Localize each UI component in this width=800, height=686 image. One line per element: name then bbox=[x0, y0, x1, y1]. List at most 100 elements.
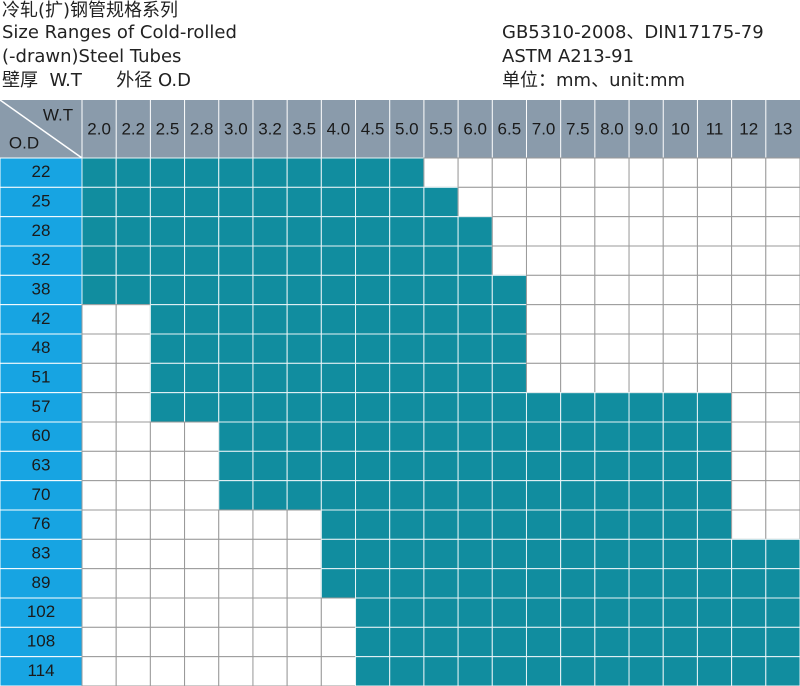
empty-cell bbox=[765, 421, 800, 452]
empty-cell bbox=[731, 245, 767, 276]
empty-cell bbox=[525, 245, 562, 276]
filled-cell bbox=[696, 538, 733, 570]
filled-cell bbox=[252, 216, 288, 247]
filled-cell bbox=[149, 186, 186, 218]
filled-cell bbox=[286, 421, 322, 452]
filled-cell bbox=[457, 538, 493, 570]
empty-cell bbox=[286, 597, 322, 628]
empty-cell bbox=[525, 216, 562, 247]
empty-cell bbox=[81, 333, 117, 364]
empty-cell bbox=[731, 362, 767, 394]
filled-cell bbox=[149, 304, 186, 335]
empty-cell bbox=[81, 392, 117, 423]
column-header: 5.5 bbox=[429, 119, 453, 138]
empty-cell bbox=[662, 304, 698, 335]
filled-cell bbox=[628, 597, 664, 628]
empty-cell bbox=[731, 392, 767, 423]
filled-cell bbox=[423, 362, 459, 394]
filled-cell bbox=[423, 568, 459, 599]
filled-cell bbox=[184, 216, 220, 247]
filled-cell bbox=[525, 538, 562, 570]
filled-cell bbox=[628, 392, 664, 423]
filled-cell bbox=[696, 421, 733, 452]
filled-cell bbox=[525, 509, 562, 540]
filled-cell bbox=[389, 568, 425, 599]
filled-cell bbox=[457, 480, 493, 511]
title-cn: 冷轧(扩)钢管规格系列 bbox=[2, 0, 179, 21]
filled-cell bbox=[525, 626, 562, 658]
empty-cell bbox=[149, 626, 186, 658]
column-header: 10 bbox=[671, 119, 690, 138]
row-header: 108 bbox=[27, 631, 55, 650]
empty-cell bbox=[525, 333, 562, 364]
empty-cell bbox=[115, 568, 151, 599]
column-header: 5.0 bbox=[395, 119, 419, 138]
corner-diagonal bbox=[0, 99, 83, 159]
empty-cell bbox=[662, 245, 698, 276]
empty-cell bbox=[184, 656, 220, 686]
filled-cell bbox=[457, 509, 493, 540]
filled-cell bbox=[218, 392, 254, 423]
empty-cell bbox=[765, 392, 800, 423]
filled-cell bbox=[594, 568, 630, 599]
filled-cell bbox=[149, 245, 186, 276]
empty-cell bbox=[286, 626, 322, 658]
od-cell bbox=[0, 626, 83, 658]
empty-cell bbox=[81, 597, 117, 628]
empty-cell bbox=[491, 157, 527, 188]
corner-label: O.D bbox=[9, 133, 39, 152]
empty-cell bbox=[731, 304, 767, 335]
empty-cell bbox=[765, 274, 800, 306]
empty-cell bbox=[184, 597, 220, 628]
filled-cell bbox=[320, 421, 357, 452]
empty-cell bbox=[149, 450, 186, 482]
empty-cell bbox=[149, 538, 186, 570]
empty-cell bbox=[731, 333, 767, 364]
od-cell bbox=[0, 480, 83, 511]
filled-cell bbox=[286, 216, 322, 247]
filled-cell bbox=[320, 157, 357, 188]
filled-cell bbox=[594, 480, 630, 511]
filled-cell bbox=[628, 626, 664, 658]
empty-cell bbox=[115, 304, 151, 335]
filled-cell bbox=[355, 392, 391, 423]
empty-cell bbox=[115, 480, 151, 511]
standard: GB5310-2008、DIN17175-79 bbox=[502, 22, 764, 43]
filled-cell bbox=[423, 656, 459, 686]
filled-cell bbox=[389, 245, 425, 276]
filled-cell bbox=[389, 157, 425, 188]
empty-cell bbox=[286, 509, 322, 540]
filled-cell bbox=[560, 421, 596, 452]
filled-cell bbox=[252, 245, 288, 276]
filled-cell bbox=[184, 304, 220, 335]
filled-cell bbox=[320, 538, 357, 570]
column-header: 7.5 bbox=[566, 119, 590, 138]
empty-cell bbox=[115, 362, 151, 394]
filled-cell bbox=[662, 597, 698, 628]
filled-cell bbox=[286, 304, 322, 335]
filled-cell bbox=[389, 626, 425, 658]
filled-cell bbox=[149, 216, 186, 247]
row-header: 76 bbox=[32, 514, 51, 533]
filled-cell bbox=[765, 597, 800, 628]
empty-cell bbox=[662, 333, 698, 364]
filled-cell bbox=[662, 509, 698, 540]
filled-cell bbox=[457, 392, 493, 423]
filled-cell bbox=[286, 333, 322, 364]
filled-cell bbox=[218, 480, 254, 511]
filled-cell bbox=[252, 157, 288, 188]
row-header: 57 bbox=[32, 397, 51, 416]
filled-cell bbox=[525, 450, 562, 482]
empty-cell bbox=[491, 186, 527, 218]
filled-cell bbox=[491, 509, 527, 540]
filled-cell bbox=[423, 509, 459, 540]
filled-cell bbox=[525, 597, 562, 628]
column-header: 4.0 bbox=[327, 119, 351, 138]
filled-cell bbox=[594, 450, 630, 482]
filled-cell bbox=[662, 568, 698, 599]
filled-cell bbox=[218, 333, 254, 364]
empty-cell bbox=[696, 362, 733, 394]
empty-cell bbox=[149, 656, 186, 686]
filled-cell bbox=[218, 245, 254, 276]
